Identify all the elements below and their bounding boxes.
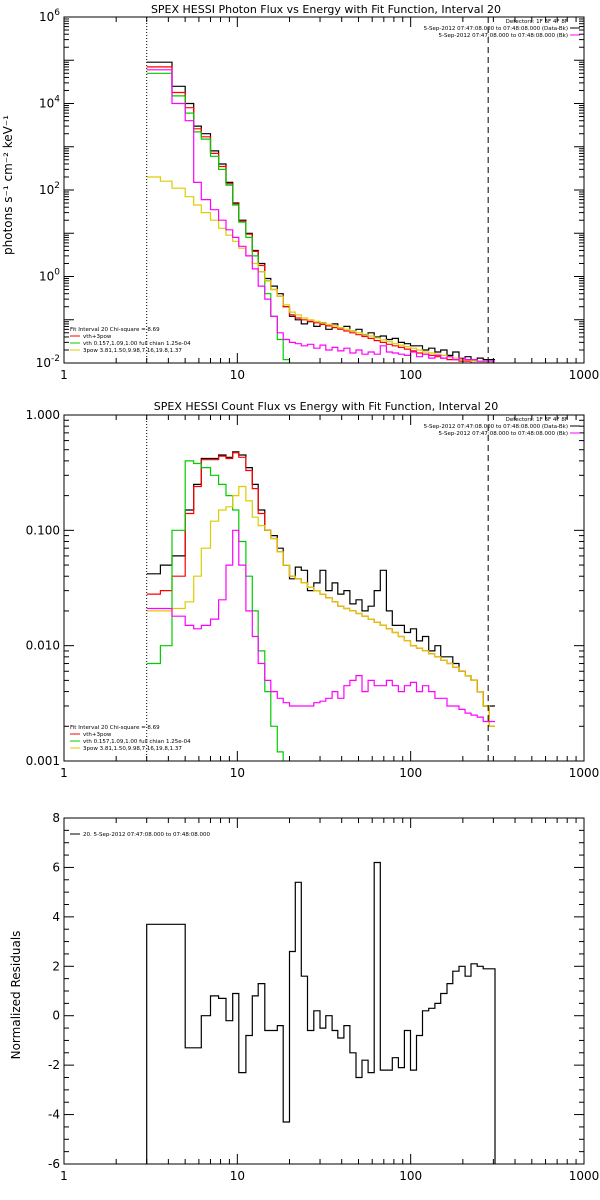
y-tick-label: 104 xyxy=(39,95,60,111)
x-tick-label: 100 xyxy=(399,368,422,382)
data-series-0 xyxy=(146,61,495,361)
x-tick-label: 1000 xyxy=(569,1169,600,1183)
data-series-1 xyxy=(146,66,495,363)
detector-header-line: 5-Sep-2012 07:47:08.000 to 07:48:08.000 … xyxy=(424,26,568,32)
legend-entry: 3pow 3.81,1.50,9.98,7.16,19.8,1.37 xyxy=(83,746,182,752)
count-flux-panel: SPEX HESSI Count Flux vs Energy with Fit… xyxy=(26,400,600,780)
detector-header-line: 5-Sep-2012 07:47:08.000 to 07:48:08.000 … xyxy=(424,424,568,430)
legend-entry: vth 0.157,1.09,1.00 full chian 1.25e-04 xyxy=(83,341,191,347)
data-series-3 xyxy=(146,485,495,727)
y-tick-label: 2 xyxy=(52,959,60,973)
legend-entry: 3pow 3.81,1.50,9.98,7.16,19.8,1.37 xyxy=(83,348,182,354)
detector-header-line: Detectors: 1F 3F 4F 8F xyxy=(506,19,568,25)
x-tick-label: 10 xyxy=(230,368,245,382)
legend-entry: vth+3pow xyxy=(83,732,112,738)
plot-frame xyxy=(63,414,585,762)
y-tick-label: 106 xyxy=(39,8,60,24)
y-tick-label: -6 xyxy=(48,1157,60,1171)
y-tick-label: 102 xyxy=(39,181,60,197)
y-tick-exponent: 2 xyxy=(54,181,60,191)
series-group xyxy=(146,61,495,363)
legend-entry: vth+3pow xyxy=(83,334,112,340)
y-tick-label: -2 xyxy=(48,1058,60,1072)
y-tick-label: 6 xyxy=(52,860,60,874)
photon-flux-panel: SPEX HESSI Photon Flux vs Energy with Fi… xyxy=(1,3,599,382)
y-tick-label: 0 xyxy=(52,1009,60,1023)
data-series-0 xyxy=(146,451,495,707)
data-series-3 xyxy=(146,176,495,363)
y-tick-label: 0.001 xyxy=(26,754,60,768)
chart-title: SPEX HESSI Photon Flux vs Energy with Fi… xyxy=(151,3,501,16)
legend-entry: Fit Interval 20 Chi-square = 8.69 xyxy=(70,725,160,731)
detector-header-line: 5-Sep-2012 07:47:08.000 to 07:48:08.000 … xyxy=(439,33,569,39)
data-series-2 xyxy=(146,460,284,761)
residuals-panel: Normalized Residuals 1 10 100 1000 -6 -4 -2 0 2 4… xyxy=(9,811,599,1183)
y-tick-label: 4 xyxy=(52,910,60,924)
x-tick-label: 100 xyxy=(399,766,422,780)
y-tick-exponent: 4 xyxy=(54,95,60,105)
detector-header-line: Detectors: 1F 3F 4F 8F xyxy=(506,417,568,423)
x-tick-label: 100 xyxy=(399,1169,422,1183)
y-tick-label: 10-2 xyxy=(36,354,60,370)
x-tick-label: 10 xyxy=(230,1169,245,1183)
x-tick-label: 1000 xyxy=(569,368,600,382)
y-tick-label: -4 xyxy=(48,1108,60,1122)
y-tick-label: 100 xyxy=(39,268,60,284)
y-tick-label: 8 xyxy=(52,811,60,825)
series-group xyxy=(146,861,496,1164)
x-tick-label: 1000 xyxy=(569,766,600,780)
plot-frame xyxy=(63,16,585,364)
detector-header-line: 5-Sep-2012 07:47:08.000 to 07:48:08.000 … xyxy=(439,431,569,437)
y-tick-label: 0.100 xyxy=(26,523,60,537)
chart-title: SPEX HESSI Count Flux vs Energy with Fit… xyxy=(154,400,498,413)
legend-entry: Fit Interval 20 Chi-square = 8.69 xyxy=(70,327,160,333)
x-tick-label: 1 xyxy=(60,766,68,780)
data-series-4 xyxy=(146,529,495,723)
legend-entry: vth 0.157,1.09,1.00 full chian 1.25e-04 xyxy=(83,739,191,745)
data-series-4 xyxy=(146,69,495,362)
plot-frame xyxy=(63,817,585,1165)
data-series-2 xyxy=(146,72,291,363)
y-axis-label: photons s⁻¹ cm⁻² keV⁻¹ xyxy=(1,115,15,255)
y-tick-label: 1.000 xyxy=(26,408,60,422)
data-series-1 xyxy=(146,452,495,727)
legend-entry: 20. 5-Sep-2012 07:47:08.000 to 07:48:08.… xyxy=(83,832,210,838)
y-axis-label: Normalized Residuals xyxy=(9,931,23,1060)
x-tick-label: 1 xyxy=(60,368,68,382)
x-tick-label: 10 xyxy=(230,766,245,780)
y-tick-exponent: 0 xyxy=(54,268,60,278)
y-tick-exponent: -2 xyxy=(51,354,60,364)
data-series-0 xyxy=(146,861,496,1164)
y-tick-exponent: 6 xyxy=(54,8,60,18)
x-tick-label: 1 xyxy=(60,1169,68,1183)
y-tick-label: 0.010 xyxy=(26,639,60,653)
series-group xyxy=(146,451,495,761)
